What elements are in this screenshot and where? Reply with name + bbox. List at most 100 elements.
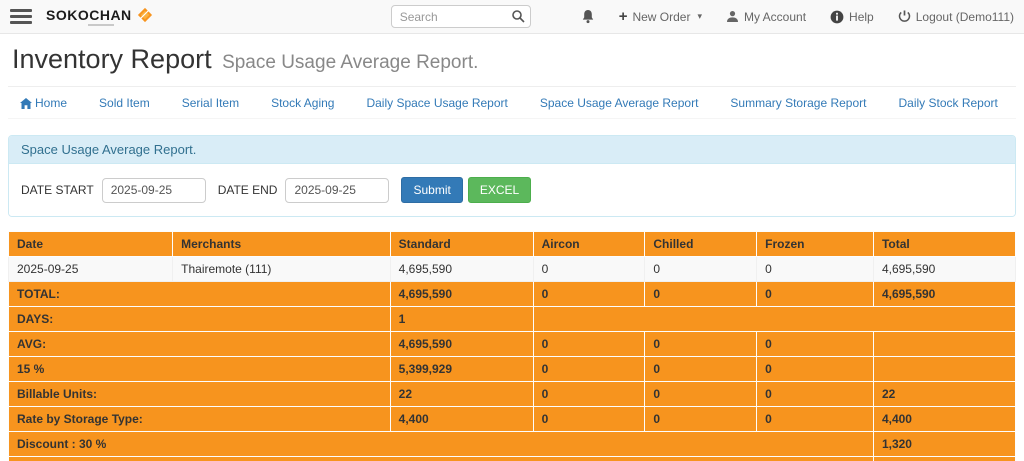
cell-total: 1,320 — [872, 431, 1017, 457]
cell-aircon: 0 — [532, 356, 646, 382]
col-header-aircon: Aircon — [532, 231, 646, 257]
page-header: Inventory Report Space Usage Average Rep… — [8, 34, 1016, 77]
nav-link-serial-item[interactable]: Serial Item — [182, 96, 239, 110]
new-order-label: New Order — [632, 9, 691, 24]
home-icon — [20, 97, 32, 109]
chevron-down-icon: ▾ — [697, 11, 702, 21]
cell-aircon: 0 — [532, 406, 646, 432]
nav-link-stock-aging[interactable]: Stock Aging — [271, 96, 334, 110]
nav-link-summary-storage-report[interactable]: Summary Storage Report — [730, 96, 866, 110]
bell-icon — [582, 10, 593, 24]
info-icon — [830, 10, 844, 23]
summary-row-15pct: 15 % 5,399,929 0 0 0 — [8, 356, 1017, 382]
top-navbar: SOKOCHAN + New Order ▾ My Account — [0, 0, 1024, 34]
cell-standard: 1 — [389, 306, 534, 332]
nav-link-home[interactable]: Home — [20, 96, 67, 110]
logout-label: Logout (Demo111) — [915, 9, 1014, 24]
cell-aircon: 0 — [532, 256, 646, 282]
submit-button[interactable]: Submit — [401, 177, 463, 203]
nav-link-daily-stock-report[interactable]: Daily Stock Report — [898, 96, 997, 110]
plus-icon: + — [618, 8, 628, 25]
cell-frozen: 0 — [756, 256, 874, 282]
nav-link-space-usage-average-report[interactable]: Space Usage Average Report — [540, 96, 699, 110]
col-header-frozen: Frozen — [756, 231, 874, 257]
cell-merchant: Thairemote (111) — [172, 256, 391, 282]
cell-frozen: 0 — [756, 356, 874, 382]
logo-tagline — [88, 24, 114, 26]
cell-total: 4,400 — [872, 406, 1017, 432]
page-subtitle: Space Usage Average Report. — [222, 52, 479, 73]
nav-link-label: Sold Item — [99, 96, 150, 110]
panel-heading: Space Usage Average Report. — [9, 136, 1015, 164]
nav-link-label: Serial Item — [181, 96, 240, 110]
table-header-row: Date Merchants Standard Aircon Chilled F… — [7, 231, 1017, 257]
cell-aircon: 0 — [532, 281, 646, 307]
page-title: Inventory Report — [12, 44, 212, 74]
search-icon — [511, 10, 525, 23]
panel-body: DATE START DATE END Submit EXCEL — [9, 164, 1015, 216]
my-account-button[interactable]: My Account — [726, 10, 806, 24]
date-start-label: DATE START — [21, 183, 94, 197]
excel-button[interactable]: EXCEL — [467, 177, 532, 203]
new-order-button[interactable]: + New Order ▾ — [619, 8, 702, 25]
cell-chilled: 0 — [644, 256, 758, 282]
cell-empty — [872, 356, 1017, 382]
brand-name: SOKOCHAN — [46, 7, 132, 23]
col-header-standard: Standard — [389, 231, 534, 257]
date-start-input[interactable] — [101, 177, 206, 203]
cell-frozen: 0 — [756, 331, 874, 357]
cell-standard: 4,695,590 — [389, 331, 534, 357]
search-input[interactable] — [390, 5, 531, 28]
summary-row-days: DAYS: 1 — [8, 306, 1017, 332]
date-end-input[interactable] — [285, 177, 390, 203]
row-label: Billable Units: — [8, 381, 391, 407]
summary-row-avg: AVG: 4,695,590 0 0 0 — [8, 331, 1017, 357]
row-label: TOTAL: — [8, 281, 391, 307]
logout-button[interactable]: Logout (Demo111) — [898, 10, 1014, 24]
cell-frozen: 0 — [756, 406, 874, 432]
help-label: Help — [849, 9, 874, 24]
nav-link-label: Stock Aging — [271, 96, 335, 110]
notifications-button[interactable] — [581, 9, 595, 24]
brand-logo[interactable]: SOKOCHAN — [46, 7, 154, 26]
cell-total: 22 — [872, 381, 1017, 407]
cell-standard: 4,400 — [389, 406, 534, 432]
col-header-date: Date — [7, 231, 174, 257]
summary-row-net-price: Net Price : 3,080 — [8, 456, 1017, 461]
nav-link-label: Daily Space Usage Report — [366, 96, 508, 110]
cell-standard: 4,695,590 — [389, 256, 534, 282]
cell-date: 2025-09-25 — [7, 256, 174, 282]
row-label: 15 % — [8, 356, 391, 382]
row-label: Discount : 30 % — [8, 431, 874, 457]
summary-row-rate-by-storage-type: Rate by Storage Type: 4,400 0 0 0 4,400 — [8, 406, 1017, 432]
date-filter-form: DATE START DATE END Submit EXCEL — [21, 177, 1003, 203]
cell-standard: 5,399,929 — [389, 356, 534, 382]
col-header-total: Total — [872, 231, 1017, 257]
cell-chilled: 0 — [644, 381, 758, 407]
report-panel: Space Usage Average Report. DATE START D… — [8, 135, 1016, 217]
header-divider — [8, 86, 1016, 87]
nav-link-sold-item[interactable]: Sold Item — [99, 96, 150, 110]
row-label: DAYS: — [8, 306, 391, 332]
page-content: Inventory Report Space Usage Average Rep… — [0, 34, 1024, 461]
cell-frozen: 0 — [756, 281, 874, 307]
table-row: 2025-09-25 Thairemote (111) 4,695,590 0 … — [7, 256, 1017, 282]
cell-total: 4,695,590 — [872, 281, 1017, 307]
hamburger-menu-icon[interactable] — [10, 9, 32, 24]
cell-chilled: 0 — [644, 331, 758, 357]
nav-link-label: Space Usage Average Report — [539, 96, 699, 110]
space-usage-report-table: Date Merchants Standard Aircon Chilled F… — [7, 231, 1017, 461]
nav-link-daily-space-usage-report[interactable]: Daily Space Usage Report — [366, 96, 507, 110]
row-label: AVG: — [8, 331, 391, 357]
cell-chilled: 0 — [644, 406, 758, 432]
cell-total: 3,080 — [872, 456, 1017, 461]
row-label: Net Price : — [8, 456, 874, 461]
cell-empty — [532, 306, 1017, 332]
cell-standard: 4,695,590 — [389, 281, 534, 307]
help-button[interactable]: Help — [830, 10, 874, 24]
col-header-merchants: Merchants — [172, 231, 391, 257]
row-label: Rate by Storage Type: — [8, 406, 391, 432]
cell-aircon: 0 — [532, 331, 646, 357]
cell-frozen: 0 — [756, 381, 874, 407]
cell-empty — [872, 331, 1017, 357]
